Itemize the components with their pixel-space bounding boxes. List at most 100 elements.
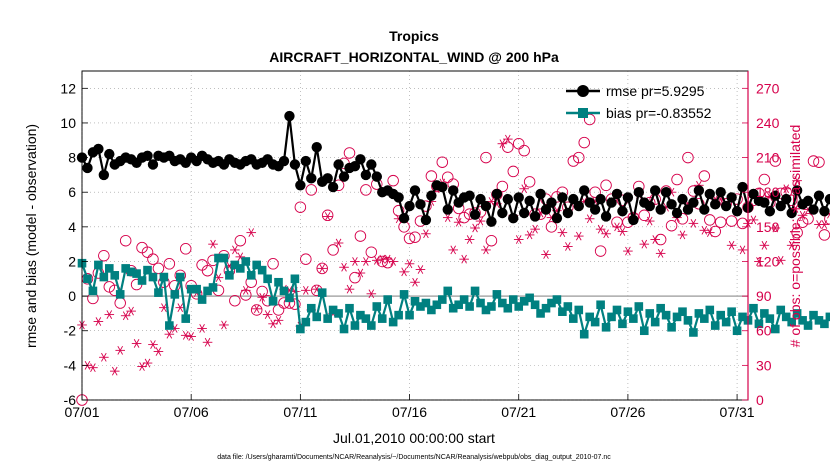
rmse-point <box>699 204 710 215</box>
rmse-point <box>371 171 382 182</box>
assimilated-obs-point <box>366 289 377 299</box>
possible-obs-point <box>305 184 318 196</box>
rmse-point <box>404 200 415 212</box>
bias-point <box>301 317 311 327</box>
bias-point <box>345 303 354 313</box>
possible-obs-point <box>179 243 192 255</box>
assimilated-obs-point <box>770 223 781 233</box>
bias-point <box>410 297 420 306</box>
possible-obs-point <box>349 271 361 284</box>
possible-obs-point <box>682 151 694 164</box>
assimilated-obs-point <box>541 250 551 259</box>
bias-point <box>749 303 758 313</box>
rmse-point <box>791 185 803 196</box>
possible-obs-point <box>201 264 214 277</box>
left-y-tick-label: 4 <box>68 219 76 235</box>
rmse-point <box>649 185 661 196</box>
rmse-point <box>486 216 497 227</box>
x-tick-label: 07/21 <box>501 404 536 420</box>
possible-obs-point <box>480 151 492 164</box>
possible-obs-point <box>103 281 116 293</box>
bias-point <box>465 302 474 311</box>
possible-obs-point <box>294 201 307 213</box>
bias-point <box>585 312 594 322</box>
right-y-tick-label: 30 <box>756 357 772 373</box>
assimilated-obs-point <box>371 255 382 265</box>
bias-point <box>225 271 234 280</box>
rmse-point <box>497 207 508 219</box>
bias-point <box>279 286 289 296</box>
rmse-point <box>448 185 459 196</box>
bias-point <box>252 260 261 270</box>
possible-obs-point <box>147 253 159 265</box>
bias-point <box>306 303 316 313</box>
bias-point <box>356 310 365 320</box>
bias-point <box>825 312 830 322</box>
rmse-point <box>524 195 535 207</box>
left-y-tick-label: 10 <box>60 115 76 131</box>
assimilated-obs-point <box>410 277 420 287</box>
assimilated-obs-point <box>797 210 808 220</box>
assimilated-obs-point <box>612 222 622 232</box>
possible-obs-point <box>573 151 585 164</box>
assimilated-obs-point <box>404 259 415 269</box>
right-y-tick-label: 60 <box>756 323 772 339</box>
assimilated-obs-point <box>524 230 535 240</box>
assimilated-obs-point <box>109 366 120 376</box>
bias-point <box>83 274 92 284</box>
assimilated-obs-point <box>573 231 584 241</box>
assimilated-obs-point <box>704 228 715 237</box>
bias-point <box>667 322 676 332</box>
bias-point <box>618 319 627 329</box>
possible-obs-point <box>365 246 378 258</box>
assimilated-obs-point <box>115 345 126 355</box>
assimilated-obs-point <box>88 363 98 373</box>
assimilated-obs-point <box>240 285 251 295</box>
data-file-footnote: data file: /Users/gharamti/Documents/NCA… <box>217 454 611 461</box>
assimilated-obs-point <box>120 311 131 321</box>
bias-point <box>541 303 551 313</box>
possible-obs-point <box>425 170 438 182</box>
bias-point <box>547 298 556 308</box>
rmse-point <box>813 190 825 201</box>
x-tick-label: 07/01 <box>64 404 99 420</box>
assimilated-obs-point <box>131 339 142 348</box>
assimilated-obs-point <box>519 184 529 194</box>
bias-point <box>388 317 398 327</box>
assimilated-obs-point <box>180 330 191 340</box>
bias-point <box>492 290 502 299</box>
possible-obs-point <box>600 179 612 192</box>
bias-point <box>814 316 824 325</box>
assimilated-obs-point <box>464 235 475 244</box>
bias-point <box>721 317 731 327</box>
rmse-point <box>710 199 721 210</box>
possible-obs-point <box>321 209 334 222</box>
rmse-point <box>464 190 475 201</box>
bias-point <box>781 312 791 322</box>
rmse-point <box>671 207 683 219</box>
assimilated-obs-point <box>104 310 115 319</box>
right-y-tick-label: 270 <box>756 80 780 96</box>
bias-point <box>454 300 463 310</box>
assimilated-obs-point <box>333 238 344 248</box>
bias-point <box>607 312 616 322</box>
plot-area <box>81 70 749 401</box>
bias-point <box>727 307 736 316</box>
assimilated-obs-point <box>475 216 486 226</box>
bias-point <box>372 302 382 311</box>
possible-obs-point <box>545 221 558 233</box>
rmse-point <box>415 199 426 210</box>
rmse-point <box>824 193 830 205</box>
bias-point <box>656 303 665 313</box>
bias-point <box>569 314 578 323</box>
assimilated-obs-point <box>497 139 508 149</box>
bias-point <box>487 302 496 311</box>
possible-obs-point <box>267 258 279 270</box>
assimilated-obs-point <box>186 332 196 341</box>
right-y-axis-label: # of obs: o=possible; ∗=assimilated <box>787 125 803 348</box>
assimilated-obs-point <box>819 220 830 229</box>
possible-obs-point <box>458 211 470 224</box>
assimilated-obs-point <box>644 216 655 226</box>
bias-point <box>809 310 818 320</box>
possible-obs-point <box>436 156 449 168</box>
